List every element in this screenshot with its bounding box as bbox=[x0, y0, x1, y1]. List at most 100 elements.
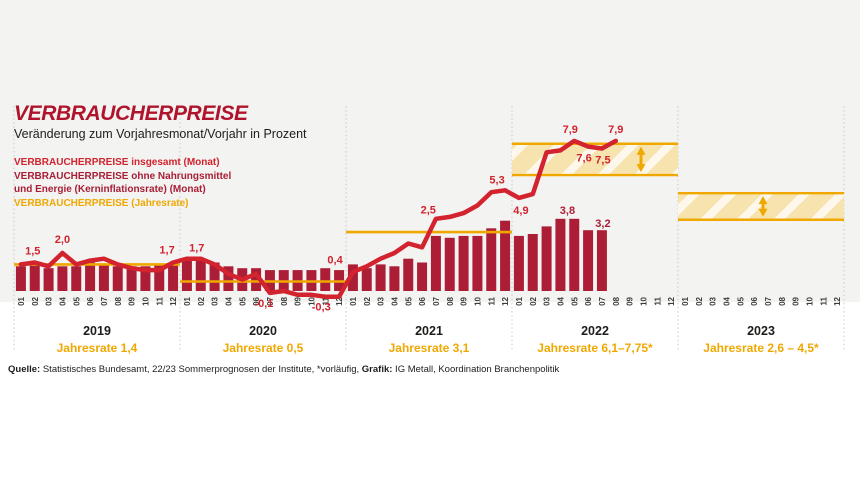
bar-2021-05 bbox=[403, 258, 414, 291]
month-label-2020-12: 12 bbox=[335, 296, 344, 305]
line-value-label-2019-04: 2,0 bbox=[55, 234, 70, 246]
bar-2019-04 bbox=[57, 266, 68, 291]
month-label-2023-11: 11 bbox=[819, 296, 828, 305]
bar-2020-01 bbox=[181, 260, 192, 291]
source-quelle-label: Quelle: bbox=[8, 364, 41, 375]
source-line: Quelle: Statistisches Bundesamt, 22/23 S… bbox=[8, 364, 559, 375]
bar-2022-03 bbox=[541, 226, 552, 291]
legend-item-core-month: VERBRAUCHERPREISE ohne Nahrungsmittel un… bbox=[14, 170, 232, 196]
line-value-label-2021-12: 5,3 bbox=[489, 174, 504, 186]
month-label-2020-04: 04 bbox=[224, 296, 233, 305]
month-label-2020-09: 09 bbox=[294, 296, 303, 305]
bar-2021-08 bbox=[444, 237, 455, 291]
month-label-2021-09: 09 bbox=[460, 296, 469, 305]
bar-2019-10 bbox=[140, 266, 151, 291]
line-value-label-2020-12: 0,4 bbox=[327, 255, 343, 267]
bar-value-label-2022-04: 3,8 bbox=[560, 205, 575, 217]
range-arrow-down-icon bbox=[636, 164, 646, 173]
month-label-2019-09: 09 bbox=[128, 296, 137, 305]
month-label-2022-02: 02 bbox=[529, 296, 538, 305]
month-label-2021-02: 02 bbox=[363, 296, 372, 305]
annual-rate-label-2022: Jahresrate 6,1–7,75* bbox=[537, 341, 653, 355]
month-label-2020-01: 01 bbox=[183, 296, 192, 305]
chart-legend: VERBRAUCHERPREISE insgesamt (Monat) VERB… bbox=[14, 156, 231, 210]
line-value-label-2020-07: -0,1 bbox=[254, 298, 273, 310]
month-label-2022-03: 03 bbox=[543, 296, 552, 305]
month-label-2021-12: 12 bbox=[501, 296, 510, 305]
bar-2021-06 bbox=[417, 262, 428, 291]
bar-2022-05 bbox=[569, 218, 580, 291]
bar-2019-03 bbox=[43, 268, 54, 291]
month-label-2019-01: 01 bbox=[17, 296, 26, 305]
month-label-2021-04: 04 bbox=[390, 296, 399, 305]
bar-2020-06 bbox=[251, 268, 262, 291]
month-label-2023-12: 12 bbox=[833, 296, 842, 305]
year-label-2021: 2021 bbox=[415, 324, 443, 338]
month-label-2019-06: 06 bbox=[86, 296, 95, 305]
bar-2021-11 bbox=[486, 228, 497, 291]
month-label-2022-12: 12 bbox=[667, 296, 676, 305]
source-quelle-text: Statistisches Bundesamt, 22/23 Sommerpro… bbox=[40, 364, 362, 375]
bar-2021-10 bbox=[472, 235, 483, 291]
forecast-band-2023 bbox=[678, 193, 844, 220]
bar-2021-01 bbox=[347, 264, 358, 291]
bar-2019-12 bbox=[168, 262, 179, 291]
month-label-2022-10: 10 bbox=[639, 296, 648, 305]
month-label-2022-09: 09 bbox=[626, 296, 635, 305]
bar-2020-11 bbox=[320, 268, 331, 291]
month-label-2023-06: 06 bbox=[750, 296, 759, 305]
month-label-2020-05: 05 bbox=[238, 296, 247, 305]
month-label-2020-06: 06 bbox=[252, 296, 261, 305]
bar-2020-02 bbox=[195, 258, 206, 291]
month-label-2023-02: 02 bbox=[695, 296, 704, 305]
line-value-label-2022-06: 7,6 bbox=[576, 153, 591, 165]
bar-value-label-2022-07: 3,2 bbox=[595, 218, 610, 230]
month-label-2023-09: 09 bbox=[792, 296, 801, 305]
month-label-2021-06: 06 bbox=[418, 296, 427, 305]
month-label-2020-02: 02 bbox=[197, 296, 206, 305]
bar-2022-04 bbox=[555, 218, 566, 291]
bar-2020-03 bbox=[209, 262, 220, 291]
infographic-panel bbox=[0, 0, 860, 302]
cpi-total-line bbox=[18, 138, 619, 299]
bar-2020-04 bbox=[223, 266, 234, 291]
range-arrow-up-icon bbox=[758, 196, 768, 205]
annual-rate-label-2023: Jahresrate 2,6 – 4,5* bbox=[703, 341, 819, 355]
line-value-label-2022-05: 7,9 bbox=[563, 124, 578, 136]
line-value-label-2022-07: 7,5 bbox=[595, 155, 610, 167]
month-label-2020-03: 03 bbox=[211, 296, 220, 305]
month-label-2019-10: 10 bbox=[141, 296, 150, 305]
month-label-2022-11: 11 bbox=[653, 296, 662, 305]
year-label-2020: 2020 bbox=[249, 324, 277, 338]
bar-2021-03 bbox=[375, 264, 386, 291]
line-value-label-2022-08: 7,9 bbox=[608, 124, 623, 136]
annual-rate-label-2020: Jahresrate 0,5 bbox=[223, 341, 304, 355]
bar-2019-06 bbox=[85, 262, 96, 291]
month-label-2019-11: 11 bbox=[155, 296, 164, 305]
bar-2019-11 bbox=[154, 264, 165, 291]
bar-2022-02 bbox=[527, 234, 538, 291]
month-label-2019-08: 08 bbox=[114, 296, 123, 305]
bar-2021-12 bbox=[500, 220, 511, 291]
year-label-2023: 2023 bbox=[747, 324, 775, 338]
month-label-2023-03: 03 bbox=[709, 296, 718, 305]
bar-2019-02 bbox=[29, 264, 40, 291]
bar-2019-09 bbox=[126, 266, 137, 291]
month-label-2019-02: 02 bbox=[31, 296, 40, 305]
legend-item-total-month: VERBRAUCHERPREISE insgesamt (Monat) bbox=[14, 157, 220, 168]
bar-2022-07 bbox=[596, 230, 607, 291]
line-value-label-2020-11: -0,3 bbox=[312, 302, 331, 314]
month-label-2019-04: 04 bbox=[58, 296, 67, 305]
month-label-2020-10: 10 bbox=[307, 296, 316, 305]
bar-2021-09 bbox=[458, 235, 469, 291]
page-subtitle: Veränderung zum Vorjahresmonat/Vorjahr i… bbox=[14, 127, 307, 141]
bar-2021-02 bbox=[361, 268, 372, 291]
bar-2019-01 bbox=[15, 266, 26, 291]
month-label-2019-03: 03 bbox=[45, 296, 54, 305]
month-label-2020-08: 08 bbox=[280, 296, 289, 305]
range-arrow-up-icon bbox=[636, 146, 646, 155]
bar-2022-01 bbox=[513, 235, 524, 291]
page-title: VERBRAUCHERPREISE bbox=[14, 102, 248, 125]
legend-item-annual-rate: VERBRAUCHERPREISE (Jahresrate) bbox=[14, 197, 189, 209]
